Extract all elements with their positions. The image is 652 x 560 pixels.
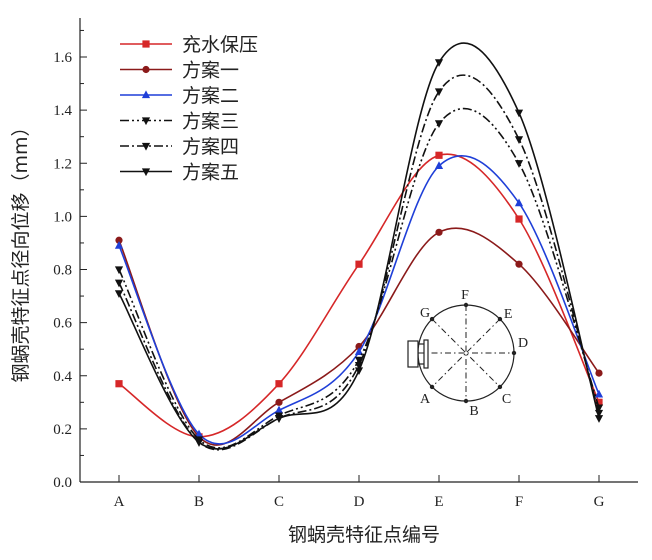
data-point [595,398,603,406]
legend-item: 方案一 [120,60,239,82]
legend-item: 充水保压 [120,34,258,56]
inset-axis-line [431,318,501,388]
inset-inlet-flange [423,339,429,369]
inset-inlet [407,340,419,368]
axes: 0.00.20.40.60.81.01.21.41.6A B C D E F G钢蜗壳特征点… [10,18,638,546]
data-point [594,404,604,413]
data-point [434,88,444,97]
x-tick-label: D [354,494,365,510]
data-point [275,398,283,406]
legend-label: 方案三 [182,111,239,133]
inset-label-d: D [518,336,528,351]
data-point [435,151,443,159]
data-point [194,439,204,447]
data-point [114,279,124,288]
legend-item: 方案三 [120,111,239,133]
data-point [114,290,124,299]
x-tick-label: G [594,494,605,510]
inset-point-a [429,384,435,390]
data-point [115,236,123,244]
y-tick-label: 1.6 [53,50,72,66]
legend-marker [142,65,150,74]
data-point [515,215,523,223]
y-tick-label: 1.2 [53,156,72,172]
inset-point-e [497,316,503,322]
data-point [274,405,284,414]
legend-label: 方案四 [182,136,239,158]
series-1 [115,151,603,441]
y-tick-label: 0.6 [53,316,72,332]
legend-label: 充水保压 [182,34,258,56]
data-point [275,380,283,388]
x-axis-title: 钢蜗壳特征点编号 [288,524,440,546]
inset-label-b: B [469,404,478,419]
inset-point-d [511,350,517,356]
inset-label-c: C [502,392,511,407]
inset-point-c [497,384,503,390]
inset-label-a: A [420,392,431,407]
data-point [434,120,444,129]
data-point [514,136,524,144]
series-4 [114,107,604,449]
series-3 [114,154,604,445]
data-point [515,260,523,268]
data-point [114,240,124,249]
data-point [434,161,444,170]
data-point [594,389,604,398]
inset-axis-line [431,318,501,388]
data-point [194,429,204,438]
legend-marker [141,142,151,151]
data-point [355,260,363,268]
data-point [514,198,524,207]
y-tick-label: 0.0 [53,475,72,491]
legend-marker [141,117,151,126]
data-point [354,367,364,376]
y-axis-title: 钢蜗壳特征点径向位移（mm） [10,117,32,382]
legend-label: 方案二 [182,85,239,107]
series-lines [114,42,604,451]
x-tick-label: B [194,494,204,510]
series-line [118,107,600,449]
x-tick-label: F [515,494,523,510]
x-tick-label: C [274,494,284,510]
y-tick-label: 1.4 [53,103,72,119]
spiral-case-inset-diagram: F ED C B A G [407,288,528,419]
x-tick-label: E [434,494,443,510]
inset-point-g [429,316,435,322]
series-line [118,154,600,445]
inset-label-e: E [504,307,513,322]
inset-point-b [463,398,469,404]
data-point [434,59,444,67]
data-point [514,160,524,168]
y-tick-label: 0.8 [53,263,72,279]
data-point [595,369,603,377]
data-point [594,415,604,423]
data-point [114,266,124,275]
legend-marker [141,168,151,177]
legend-label: 方案一 [182,60,239,82]
data-point [115,380,123,388]
data-point [435,228,443,236]
legend-item: 方案二 [120,85,239,107]
series-line [118,153,600,438]
inset-label-f: F [461,288,469,303]
inset-point-f [463,302,469,308]
x-tick-label: A [114,494,125,510]
y-tick-label: 0.2 [53,422,72,438]
legend-marker [141,90,151,99]
series-6 [114,42,604,450]
legend-item: 方案五 [120,162,239,184]
data-point [354,356,364,365]
data-point [514,109,524,118]
inset-label-g: G [420,306,430,321]
y-tick-label: 0.4 [53,369,72,385]
data-point [354,347,364,355]
data-point [274,415,284,423]
legend-marker [142,40,150,48]
y-tick-label: 1.0 [53,209,72,225]
legend-item: 方案四 [120,136,239,158]
legend-label: 方案五 [182,162,239,184]
